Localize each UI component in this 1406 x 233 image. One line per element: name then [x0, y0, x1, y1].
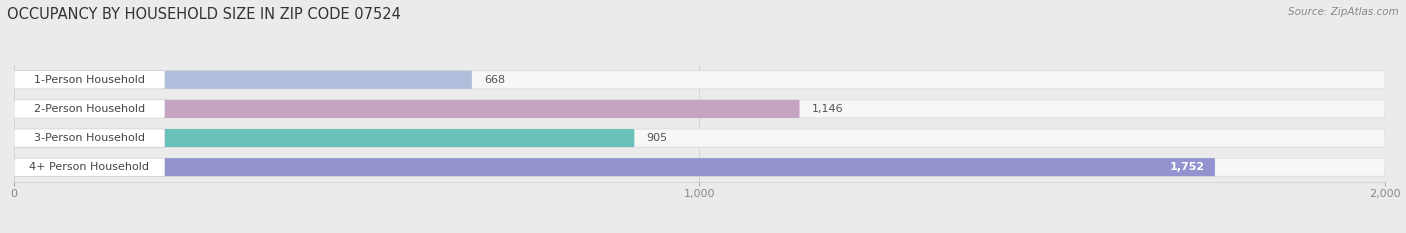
- Text: 1-Person Household: 1-Person Household: [34, 75, 145, 85]
- FancyBboxPatch shape: [14, 100, 800, 118]
- FancyBboxPatch shape: [14, 129, 634, 147]
- FancyBboxPatch shape: [14, 71, 165, 89]
- Text: 2-Person Household: 2-Person Household: [34, 104, 145, 114]
- FancyBboxPatch shape: [14, 129, 1385, 147]
- Text: 3-Person Household: 3-Person Household: [34, 133, 145, 143]
- FancyBboxPatch shape: [14, 158, 165, 176]
- Text: Source: ZipAtlas.com: Source: ZipAtlas.com: [1288, 7, 1399, 17]
- FancyBboxPatch shape: [14, 100, 165, 118]
- FancyBboxPatch shape: [14, 71, 472, 89]
- FancyBboxPatch shape: [14, 129, 165, 147]
- FancyBboxPatch shape: [14, 71, 1385, 89]
- Text: 668: 668: [484, 75, 505, 85]
- FancyBboxPatch shape: [14, 100, 1385, 118]
- FancyBboxPatch shape: [14, 158, 1385, 176]
- Text: 1,752: 1,752: [1170, 162, 1205, 172]
- FancyBboxPatch shape: [14, 158, 1215, 176]
- Text: 4+ Person Household: 4+ Person Household: [30, 162, 149, 172]
- Text: OCCUPANCY BY HOUSEHOLD SIZE IN ZIP CODE 07524: OCCUPANCY BY HOUSEHOLD SIZE IN ZIP CODE …: [7, 7, 401, 22]
- Text: 905: 905: [647, 133, 668, 143]
- Text: 1,146: 1,146: [811, 104, 844, 114]
